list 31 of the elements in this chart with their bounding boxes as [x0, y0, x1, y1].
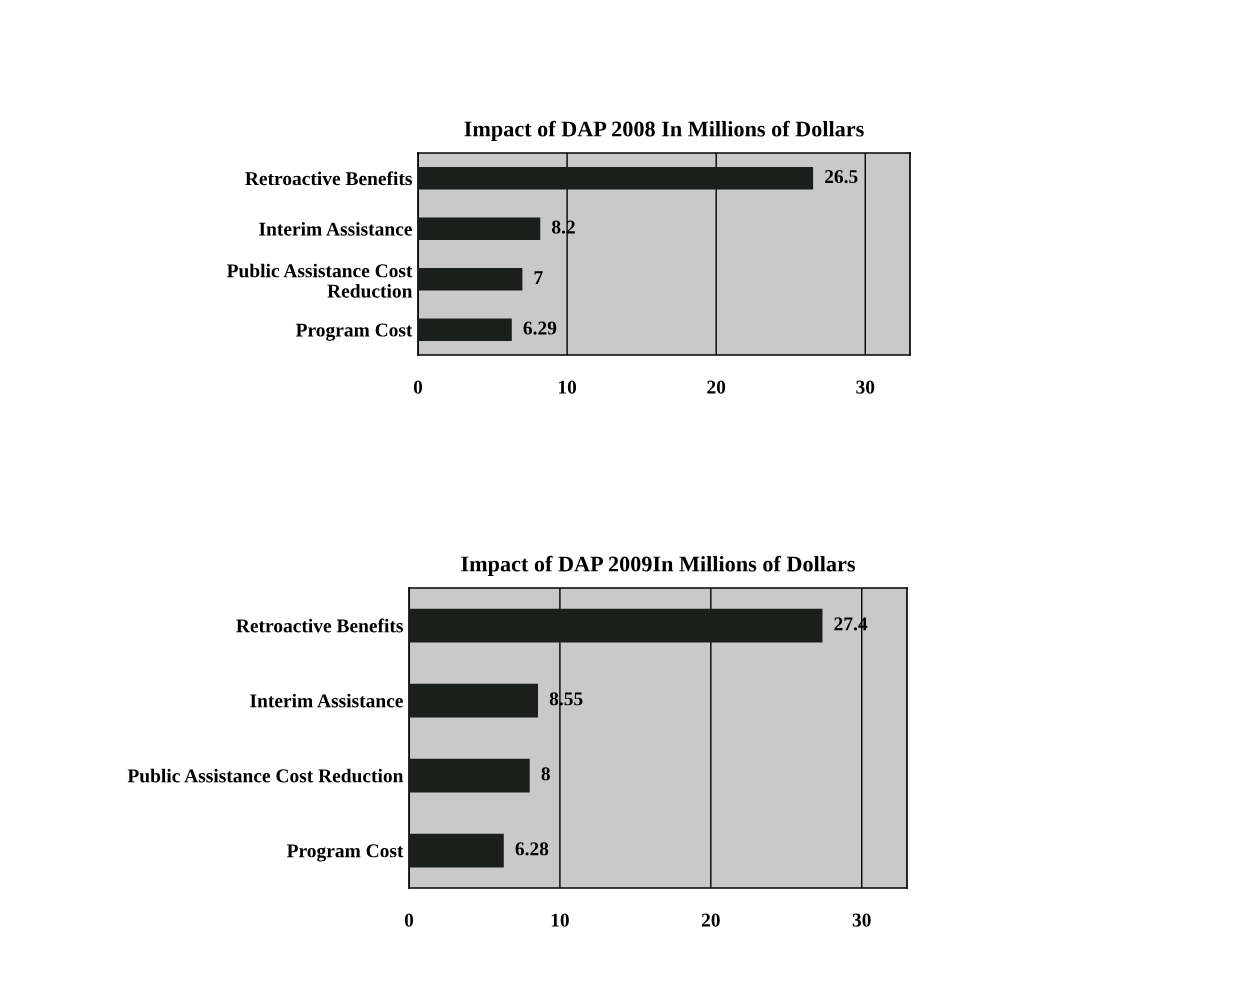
bar	[418, 217, 541, 241]
bar	[409, 608, 823, 643]
data-label: 8	[541, 767, 550, 781]
bar	[409, 833, 504, 868]
x-tick-label: 30	[856, 380, 875, 394]
x-tick-label: 0	[404, 913, 414, 927]
bar	[418, 318, 512, 342]
y-tick-label: Program Cost	[295, 323, 413, 341]
y-tick-label: Retroactive Benefits	[245, 171, 412, 186]
y-tick-label: Public Assistance Cost Reduction	[127, 768, 404, 783]
chart-title: Impact of DAP 2008 In Millions of Dollars	[464, 120, 864, 142]
data-label: 6.28	[515, 842, 549, 856]
bar	[418, 267, 523, 291]
x-tick-label: 10	[551, 913, 569, 927]
data-label: 7	[534, 271, 543, 284]
y-tick-label: Program Cost	[286, 844, 404, 862]
x-tick-label: 0	[413, 380, 423, 394]
chart-title: Impact of DAP 2009In Millions of Dollars	[461, 555, 855, 577]
x-tick-label: 30	[852, 913, 871, 927]
y-tick-label: Retroactive Benefits	[236, 618, 403, 633]
bar	[409, 758, 530, 793]
y-tick-label: Interim Assistance	[259, 222, 412, 236]
data-label: 26.5	[825, 170, 858, 184]
y-tick-label: Interim Assistance	[250, 693, 403, 708]
x-tick-label: 20	[701, 913, 720, 927]
bar	[409, 683, 539, 718]
x-tick-label: 20	[707, 380, 726, 394]
x-tick-label: 10	[558, 380, 577, 394]
y-tick-label: Public Assistance Cost Reduction	[226, 263, 413, 298]
bar	[418, 166, 814, 190]
data-label: 6.29	[523, 321, 557, 335]
